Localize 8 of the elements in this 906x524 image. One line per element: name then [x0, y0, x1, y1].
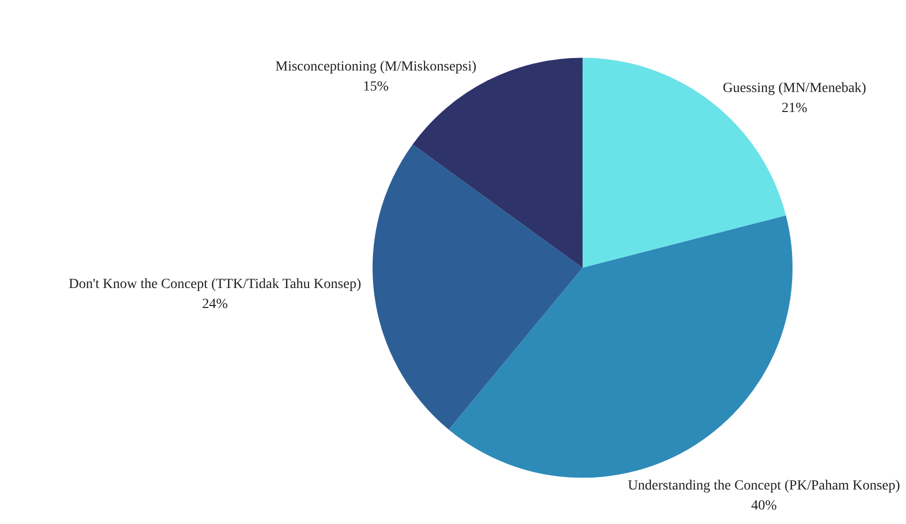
data-label: 40%	[751, 498, 778, 514]
slice-label: Don't Know the Concept (TTK/Tidak Tahu Konsep)	[68, 277, 362, 292]
data-label: 21%	[782, 101, 808, 116]
slice-label: Guessing (MN/Menebak)	[722, 81, 867, 96]
data-label: 15%	[363, 80, 390, 95]
slice-label: Misconceptioning (M/Miskonsepsi)	[275, 60, 477, 75]
data-label: 24%	[202, 297, 228, 312]
slice-label: Understanding the Concept (PK/Paham Konsep)	[628, 478, 900, 494]
